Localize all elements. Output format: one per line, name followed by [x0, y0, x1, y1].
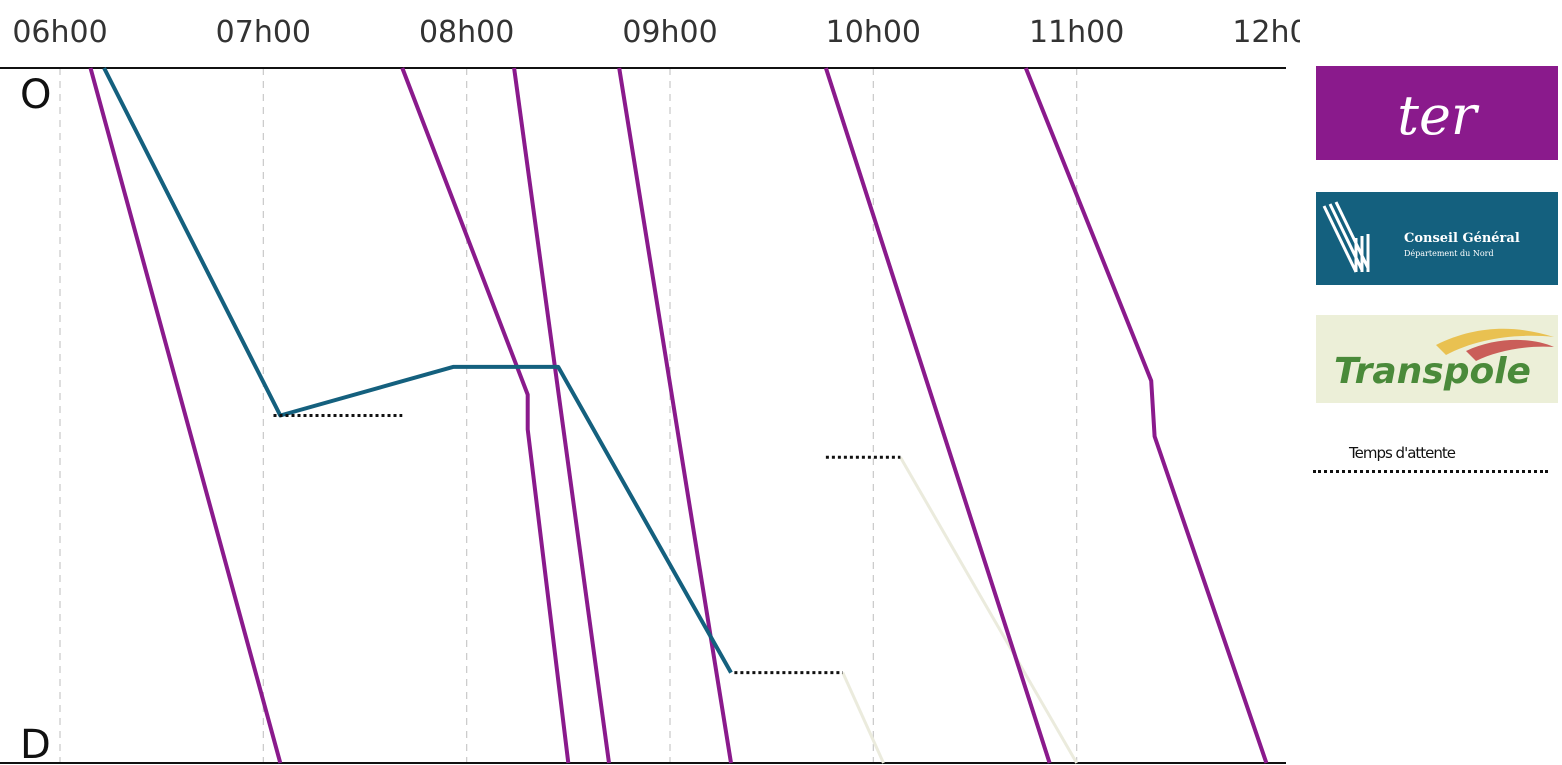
- legend-label: Temps d'attente: [1349, 444, 1456, 462]
- x-tick-label: 07h00: [216, 15, 311, 50]
- timetable-chart: 06h00 07h00 08h00 09h00 10h00 11h00 12h00 O D: [0, 15, 1300, 765]
- origin-label: O: [20, 72, 51, 118]
- x-tick-label: 09h00: [622, 15, 717, 50]
- ter-logo-background: [1316, 66, 1558, 160]
- legend: Temps d'attente: [1313, 444, 1548, 478]
- conseil-general-logo-subtext: Département du Nord: [1404, 249, 1494, 258]
- conseil-general-logo-text: Conseil Général: [1404, 231, 1520, 246]
- series-line-ter: [1023, 67, 1269, 764]
- n-emblem-icon: [1322, 201, 1370, 273]
- destination-label: D: [20, 722, 51, 765]
- conseil-general-logo: Conseil Général Département du Nord: [1316, 192, 1558, 285]
- series-line-ter: [512, 67, 611, 764]
- transpole-logo-text: Transpole: [1334, 351, 1531, 392]
- series-line-conseil-general: [102, 67, 733, 674]
- series-line-ter: [88, 67, 283, 764]
- x-tick-label: 11h00: [1029, 15, 1124, 50]
- series-line-ter: [823, 67, 1052, 764]
- series-line-transpole: [841, 671, 885, 764]
- legend-dotted-line: [1313, 470, 1548, 473]
- x-tick-label: 08h00: [419, 15, 514, 50]
- x-tick-label: 06h00: [12, 15, 107, 50]
- ter-logo: ter: [1316, 66, 1558, 160]
- swoosh-icon: [1466, 339, 1554, 361]
- transpole-logo: Transpole: [1316, 315, 1558, 403]
- swoosh-icon: [1436, 328, 1554, 355]
- x-tick-label: 10h00: [826, 15, 921, 50]
- series-line-transpole: [899, 456, 1078, 764]
- ter-logo-text: ter: [1397, 84, 1480, 147]
- x-tick-label: 12h00: [1232, 15, 1300, 50]
- series-line-ter: [400, 67, 571, 764]
- series-line-ter: [617, 67, 733, 764]
